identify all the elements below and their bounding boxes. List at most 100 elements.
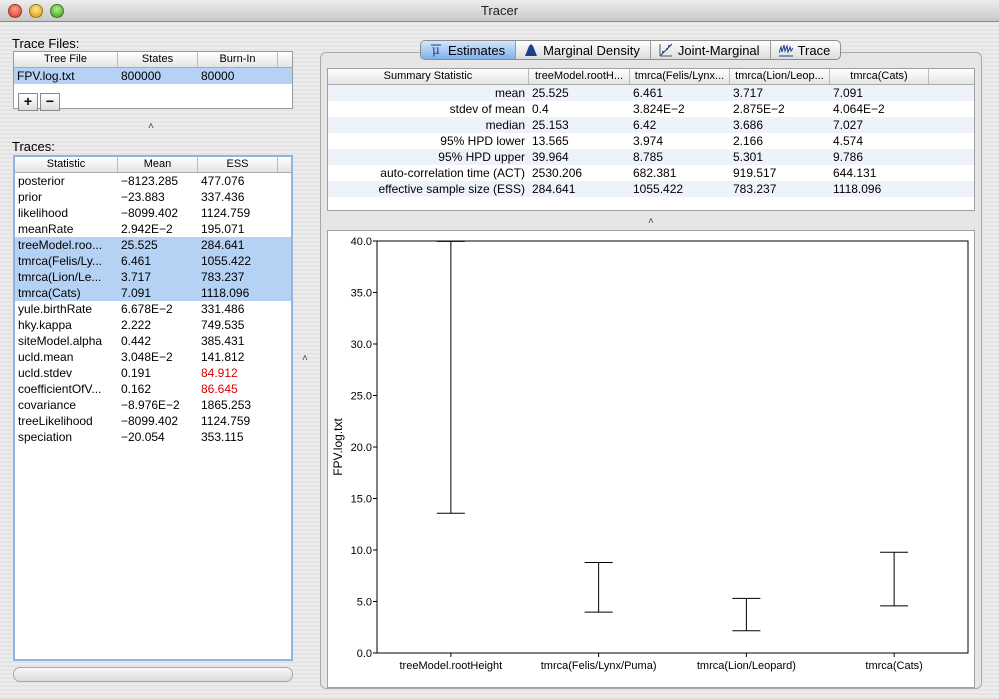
horizontal-scrollbar[interactable] (13, 667, 293, 682)
trace-statistic: ucld.mean (18, 350, 74, 364)
trace-statistic: hky.kappa (18, 318, 72, 332)
trace-ess: 331.486 (201, 302, 245, 316)
summary-value: 13.565 (532, 134, 569, 148)
column-header-tmrca-lion[interactable]: tmrca(Lion/Leop... (730, 69, 830, 84)
trace-ess: 1865.253 (201, 398, 252, 412)
trace-statistic: yule.birthRate (18, 302, 93, 316)
column-header-tmrca-felis[interactable]: tmrca(Felis/Lynx... (630, 69, 730, 84)
summary-row[interactable]: 95% HPD upper 39.964 8.785 5.301 9.786 (328, 149, 974, 165)
trace-row[interactable]: tmrca(Felis/Ly... 6.461 1055.422 (15, 253, 291, 269)
trace-row[interactable]: ucld.mean 3.048E−2 141.812 (15, 349, 291, 365)
trace-mean: 25.525 (121, 238, 158, 252)
tab-marginal-density[interactable]: Marginal Density (516, 41, 651, 59)
summary-value: 6.42 (633, 118, 657, 132)
tab-label: Marginal Density (543, 42, 640, 58)
trace-row[interactable]: posterior −8123.285 477.076 (15, 173, 291, 189)
trace-ess: 477.076 (201, 174, 245, 188)
trace-statistic: tmrca(Lion/Le... (18, 270, 102, 284)
summary-statistics-table[interactable]: Summary Statistic treeModel.rootH... tmr… (327, 68, 975, 211)
column-header-tmrca-cats[interactable]: tmrca(Cats) (830, 69, 929, 84)
trace-ess: 337.436 (201, 190, 245, 204)
error-bar-chart: 0.0 5.0 10.0 15.0 20.0 25.0 30.0 35.0 40.0 FPV.lo… (331, 236, 969, 672)
zoom-window-button[interactable] (50, 4, 64, 18)
scatter-icon (659, 43, 673, 57)
trace-mean: 2.222 (121, 318, 152, 332)
tab-joint-marginal[interactable]: Joint-Marginal (651, 41, 771, 59)
trace-row[interactable]: yule.birthRate 6.678E−2 331.486 (15, 301, 291, 317)
minimize-window-button[interactable] (29, 4, 43, 18)
summary-row[interactable]: stdev of mean 0.4 3.824E−2 2.875E−2 4.064E−2 (328, 101, 974, 117)
trace-mean: 3.717 (121, 270, 152, 284)
summary-row[interactable]: mean 25.525 6.461 3.717 7.091 (328, 85, 974, 101)
summary-value: 4.064E−2 (833, 102, 885, 116)
main-content: Trace Files: Tree File States Burn-In FP… (0, 23, 999, 699)
summary-header: Summary Statistic treeModel.rootH... tmr… (328, 69, 974, 85)
column-header-tree-file[interactable]: Tree File (14, 52, 118, 67)
trace-ess: 1055.422 (201, 254, 252, 268)
tab-label: Estimates (448, 42, 506, 58)
summary-row[interactable]: median 25.153 6.42 3.686 7.027 (328, 117, 974, 133)
trace-ess: 353.115 (201, 430, 244, 444)
summary-value: 3.686 (733, 118, 764, 132)
y-tick-label: 20.0 (351, 442, 372, 454)
trace-statistic: prior (18, 190, 43, 204)
trace-ess: 749.535 (201, 318, 245, 332)
summary-value: 8.785 (633, 150, 664, 164)
column-header-statistic[interactable]: Statistic (15, 157, 118, 172)
trace-mean: −8.976E−2 (121, 398, 180, 412)
trace-file-row[interactable]: FPV.log.txt 800000 80000 (14, 68, 292, 84)
add-trace-file-button[interactable]: + (18, 93, 38, 111)
summary-value: 783.237 (733, 182, 777, 196)
tab-estimates[interactable]: μ Estimates (421, 41, 517, 59)
summary-body: mean 25.525 6.461 3.717 7.091 stdev of mean 0.… (328, 85, 974, 197)
mu-icon: μ (429, 43, 443, 57)
x-tick-label: treeModel.rootHeight (400, 660, 503, 672)
trace-mean: −8123.285 (121, 174, 179, 188)
trace-row[interactable]: coefficientOfV... 0.162 86.645 (15, 381, 291, 397)
summary-statistic-name: 95% HPD upper (438, 150, 525, 164)
trace-row[interactable]: likelihood −8099.402 1124.759 (15, 205, 291, 221)
trace-row[interactable]: prior −23.883 337.436 (15, 189, 291, 205)
summary-value: 3.824E−2 (633, 102, 685, 116)
x-tick-label: tmrca(Cats) (865, 660, 922, 672)
traces-table[interactable]: Statistic Mean ESS posterior −8123.285 477… (13, 155, 293, 661)
column-header-burnin[interactable]: Burn-In (198, 52, 278, 67)
summary-row[interactable]: auto-correlation time (ACT) 2530.206 682.3… (328, 165, 974, 181)
y-tick-label: 40.0 (351, 236, 372, 248)
summary-value: 2.166 (733, 134, 764, 148)
trace-row[interactable]: hky.kappa 2.222 749.535 (15, 317, 291, 333)
summary-row[interactable]: effective sample size (ESS) 284.641 1055.4… (328, 181, 974, 197)
summary-value: 2530.206 (532, 166, 583, 180)
tab-trace[interactable]: Trace (771, 41, 841, 59)
column-header-states[interactable]: States (118, 52, 198, 67)
trace-row[interactable]: ucld.stdev 0.191 84.912 (15, 365, 291, 381)
y-tick-label: 35.0 (351, 288, 372, 300)
trace-row[interactable]: siteModel.alpha 0.442 385.431 (15, 333, 291, 349)
summary-value: 6.461 (633, 86, 664, 100)
trace-row[interactable]: treeLikelihood −8099.402 1124.759 (15, 413, 291, 429)
splitter-up-arrow-icon[interactable]: ˄ (148, 121, 154, 132)
trace-row[interactable]: tmrca(Lion/Le... 3.717 783.237 (15, 269, 291, 285)
trace-row[interactable]: speciation −20.054 353.115 (15, 429, 291, 445)
trace-row[interactable]: treeModel.roo... 25.525 284.641 (15, 237, 291, 253)
close-window-button[interactable] (8, 4, 22, 18)
trace-row[interactable]: tmrca(Cats) 7.091 1118.096 (15, 285, 291, 301)
y-tick-label: 15.0 (351, 494, 372, 506)
column-header-ess[interactable]: ESS (198, 157, 278, 172)
remove-trace-file-button[interactable]: − (40, 93, 60, 111)
trace-ess: 1124.759 (201, 414, 251, 428)
window-title: Tracer (480, 3, 519, 18)
column-header-treemodel-rootheight[interactable]: treeModel.rootH... (529, 69, 630, 84)
summary-row[interactable]: 95% HPD lower 13.565 3.974 2.166 4.574 (328, 133, 974, 149)
vertical-splitter-arrow-icon[interactable]: ˄ (302, 353, 308, 364)
trace-mean: −20.054 (121, 430, 165, 444)
trace-file-burnin[interactable]: 80000 (201, 69, 235, 83)
column-header-summary-statistic[interactable]: Summary Statistic (328, 69, 529, 84)
column-header-mean[interactable]: Mean (118, 157, 198, 172)
summary-value: 4.574 (833, 134, 864, 148)
trace-row[interactable]: meanRate 2.942E−2 195.071 (15, 221, 291, 237)
trace-file-states: 800000 (121, 69, 162, 83)
trace-files-header: Tree File States Burn-In (14, 52, 292, 68)
plot-splitter-arrow-icon[interactable]: ˄ (648, 216, 654, 227)
trace-row[interactable]: covariance −8.976E−2 1865.253 (15, 397, 291, 413)
